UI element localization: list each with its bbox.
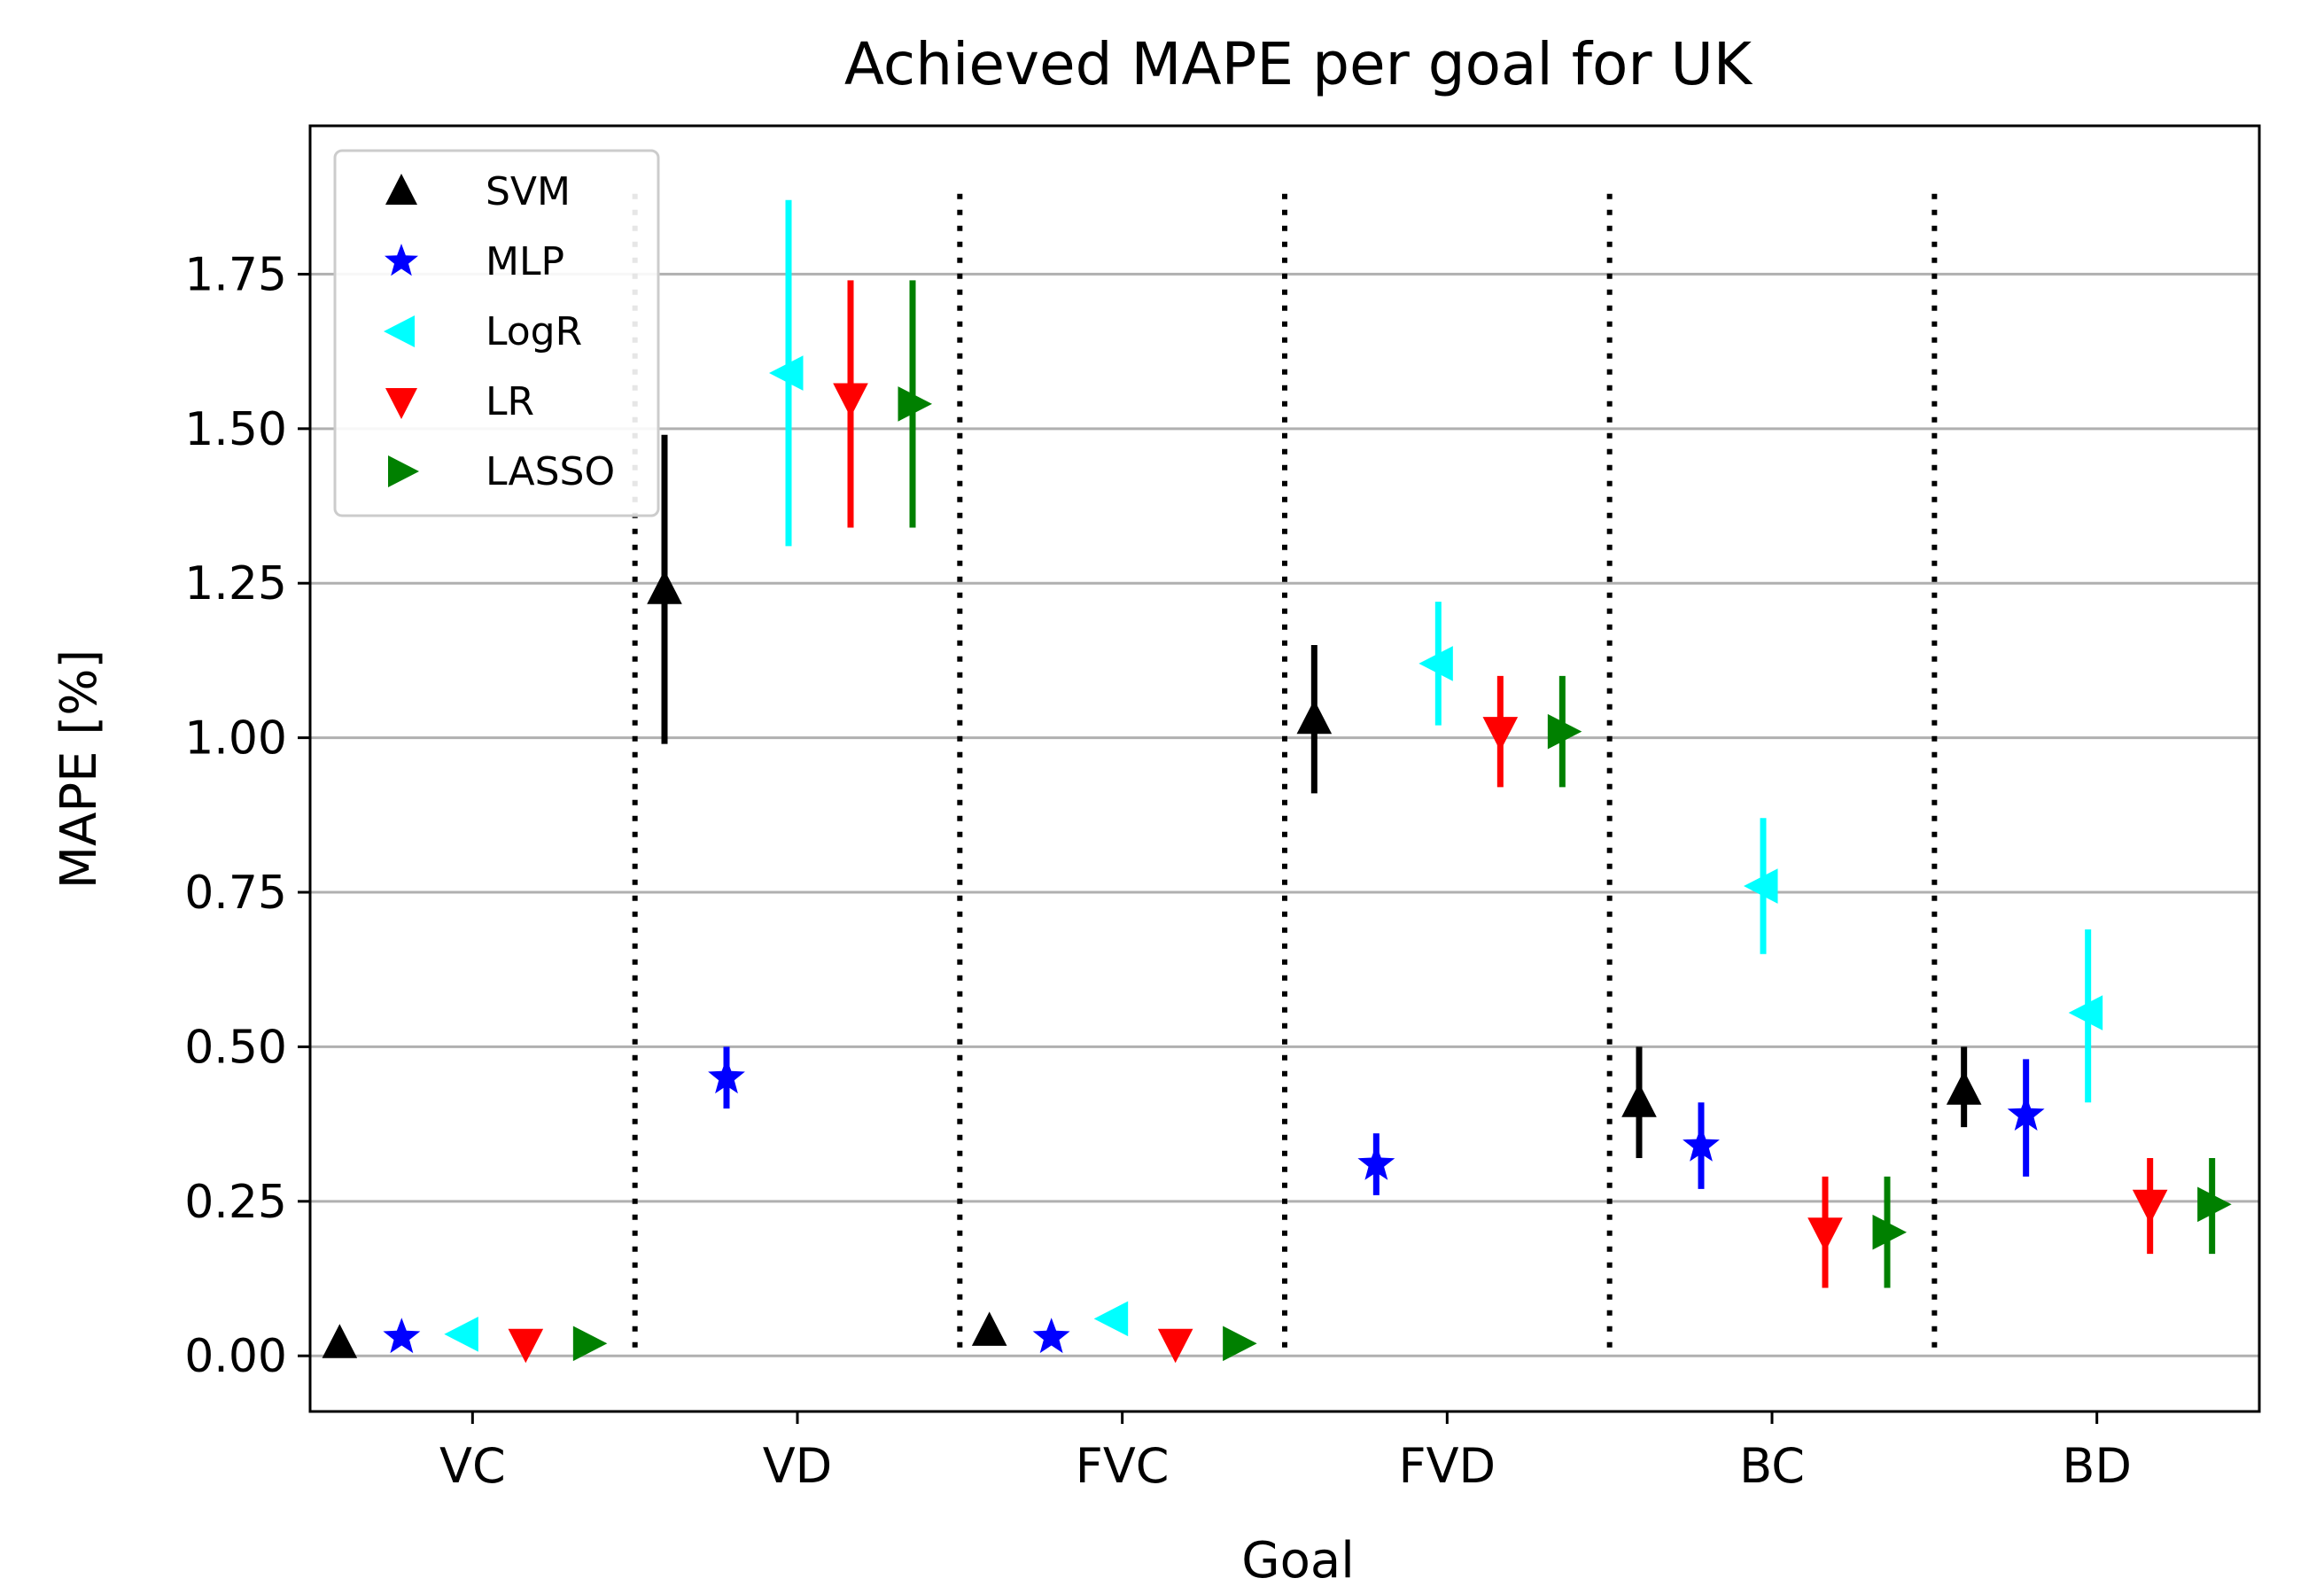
y-tick-label: 1.00	[184, 712, 287, 766]
legend-label-lasso: LASSO	[486, 449, 615, 494]
point-svm	[1621, 1083, 1657, 1117]
point-lasso	[2197, 1186, 2232, 1223]
x-tick-label: BC	[1739, 1438, 1805, 1494]
point-lr	[1157, 1328, 1193, 1364]
y-tick-label: 0.75	[184, 867, 287, 920]
legend-marker-logr	[384, 315, 415, 347]
x-tick-label: BD	[2062, 1438, 2132, 1494]
y-tick-label: 0.00	[184, 1330, 287, 1383]
point-logr	[1418, 646, 1453, 681]
y-tick-label: 1.25	[184, 557, 287, 610]
point-logr	[1744, 868, 1778, 904]
legend-marker-mlp	[385, 244, 418, 276]
point-mlp	[1357, 1145, 1395, 1180]
y-axis-label: MAPE [%]	[51, 649, 108, 889]
legend-marker-lr	[385, 388, 417, 419]
point-lr	[833, 383, 868, 417]
legend: SVM MLP LogR LR LASSO	[333, 149, 660, 517]
point-svm	[1946, 1070, 1982, 1105]
y-tick-label: 0.50	[184, 1021, 287, 1074]
legend-label-mlp: MLP	[486, 239, 564, 284]
point-mlp	[708, 1058, 745, 1094]
legend-marker-svm	[385, 174, 417, 205]
point-lr	[1807, 1217, 1843, 1252]
plot-frame	[308, 124, 2261, 1413]
x-tick-label: FVC	[1076, 1438, 1170, 1494]
legend-label-logr: LogR	[486, 309, 582, 354]
point-svm	[647, 570, 682, 604]
data-layer	[322, 199, 2232, 1364]
legend-marker-lasso	[388, 455, 419, 487]
point-svm	[1296, 699, 1333, 735]
point-mlp	[2007, 1095, 2045, 1131]
legend-box	[333, 149, 660, 517]
point-svm	[322, 1324, 358, 1358]
point-logr	[1093, 1301, 1129, 1337]
chart-title: Achieved MAPE per goal for UK	[844, 30, 1753, 98]
point-lasso	[1547, 713, 1582, 750]
y-tick-label: 1.75	[184, 248, 287, 301]
legend-label-lr: LR	[486, 379, 534, 424]
point-lasso	[1872, 1214, 1907, 1250]
legend-label-svm: SVM	[486, 169, 571, 214]
point-svm	[971, 1311, 1007, 1346]
point-lasso	[572, 1326, 608, 1362]
point-lasso	[898, 386, 932, 422]
point-lasso	[1223, 1326, 1257, 1362]
x-tick-label: FVD	[1399, 1438, 1496, 1494]
y-tick-label: 1.50	[184, 403, 287, 456]
point-logr	[2068, 995, 2103, 1030]
y-tick-label: 0.25	[184, 1176, 287, 1229]
x-tick-label: VC	[439, 1438, 506, 1494]
point-logr	[444, 1317, 478, 1352]
point-lr	[2132, 1189, 2168, 1225]
x-axis-label: Goal	[1241, 1532, 1355, 1590]
point-lr	[1482, 717, 1519, 751]
point-mlp	[1683, 1126, 1720, 1162]
point-lr	[508, 1328, 544, 1364]
point-mlp	[1032, 1318, 1070, 1354]
x-tick-label: VD	[763, 1438, 833, 1494]
point-mlp	[383, 1318, 421, 1354]
point-logr	[769, 355, 804, 391]
axis-layer: 0.00 0.25 0.50 0.75 1.00 1.25 1.50 1.75 VC VD FVC F…	[184, 248, 2132, 1494]
